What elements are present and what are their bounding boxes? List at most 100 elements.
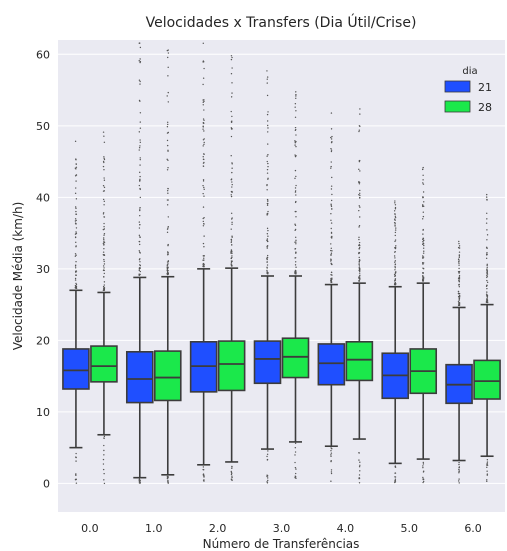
outlier-point	[330, 161, 332, 163]
outlier-point	[295, 184, 297, 187]
x-tick-label: 3.0	[273, 522, 291, 535]
legend-label-28: 28	[478, 101, 492, 114]
outlier-point	[103, 449, 105, 452]
outlier-point	[486, 218, 488, 220]
outlier-point	[139, 139, 141, 141]
outlier-point	[486, 459, 489, 461]
outlier-point	[458, 297, 460, 299]
box-body	[217, 340, 246, 392]
outlier-point	[486, 199, 488, 201]
chart-title: Velocidades x Transfers (Dia Útil/Crise)	[146, 13, 417, 31]
outlier-point	[75, 232, 78, 234]
outlier-point	[75, 210, 77, 213]
outlier-point	[395, 271, 397, 273]
outlier-point	[230, 262, 233, 264]
outlier-point	[359, 470, 361, 472]
outlier-point	[294, 190, 297, 192]
outlier-point	[138, 221, 141, 223]
outlier-point	[485, 246, 488, 248]
outlier-point	[359, 461, 361, 463]
outlier-point	[203, 100, 205, 103]
outlier-point	[421, 218, 424, 220]
outlier-point	[394, 479, 397, 482]
outlier-point	[103, 248, 105, 250]
x-tick-label: 6.0	[464, 522, 482, 535]
outlier-point	[394, 265, 396, 268]
outlier-point	[330, 205, 333, 208]
outlier-point	[486, 300, 488, 303]
outlier-point	[166, 126, 169, 128]
outlier-point	[393, 255, 396, 257]
outlier-point	[486, 276, 488, 279]
outlier-point	[266, 245, 269, 247]
outlier-point	[294, 210, 297, 213]
outlier-point	[395, 227, 397, 229]
outlier-point	[167, 91, 169, 94]
outlier-point	[138, 240, 140, 243]
outlier-point	[267, 235, 269, 237]
outlier-point	[202, 83, 204, 86]
outlier-point	[231, 236, 233, 238]
outlier-point	[394, 202, 396, 204]
outlier-point	[139, 208, 141, 210]
outlier-point	[359, 125, 361, 128]
outlier-point	[330, 199, 333, 202]
outlier-point	[422, 174, 424, 176]
outlier-point	[394, 224, 396, 226]
outlier-point	[75, 452, 77, 455]
box-28-5.0	[409, 282, 438, 460]
outlier-point	[166, 231, 169, 234]
y-tick-label: 0	[43, 477, 50, 490]
outlier-point	[359, 278, 361, 280]
outlier-point	[294, 144, 296, 146]
outlier-point	[295, 251, 297, 253]
outlier-point	[267, 127, 269, 129]
outlier-point	[294, 461, 296, 464]
outlier-point	[166, 272, 169, 275]
outlier-point	[266, 113, 269, 116]
outlier-point	[103, 254, 106, 257]
outlier-point	[230, 249, 233, 251]
outlier-point	[394, 240, 396, 243]
outlier-point	[266, 184, 268, 187]
outlier-point	[422, 275, 424, 277]
outlier-point	[294, 142, 296, 144]
outlier-point	[486, 264, 488, 267]
outlier-point	[267, 479, 269, 482]
outlier-point	[394, 279, 396, 281]
box-body	[153, 350, 182, 402]
outlier-point	[74, 236, 77, 238]
plot-area	[58, 40, 505, 512]
outlier-point	[75, 270, 78, 272]
outlier-point	[102, 468, 105, 471]
outlier-point	[75, 245, 77, 247]
outlier-point	[266, 202, 269, 205]
outlier-point	[358, 275, 361, 277]
outlier-point	[167, 476, 169, 478]
outlier-point	[394, 208, 397, 210]
outlier-point	[394, 257, 396, 259]
outlier-point	[358, 168, 360, 171]
outlier-point	[358, 194, 360, 196]
outlier-point	[75, 254, 77, 256]
outlier-point	[231, 181, 233, 183]
outlier-point	[103, 272, 106, 275]
outlier-point	[358, 260, 361, 263]
outlier-point	[358, 181, 361, 184]
outlier-point	[103, 238, 105, 241]
outlier-point	[138, 267, 141, 269]
outlier-point	[458, 264, 460, 266]
outlier-point	[231, 183, 233, 186]
outlier-point	[166, 251, 169, 253]
box-groups	[62, 267, 501, 479]
outlier-point	[485, 196, 488, 198]
outlier-point	[486, 464, 488, 466]
outlier-point	[358, 477, 361, 479]
outlier-point	[394, 234, 396, 237]
outlier-point	[394, 229, 397, 231]
outlier-point	[202, 242, 205, 245]
outlier-point	[231, 163, 233, 165]
outlier-point	[139, 46, 142, 49]
x-tick-label: 1.0	[145, 522, 163, 535]
outlier-point	[486, 462, 488, 465]
